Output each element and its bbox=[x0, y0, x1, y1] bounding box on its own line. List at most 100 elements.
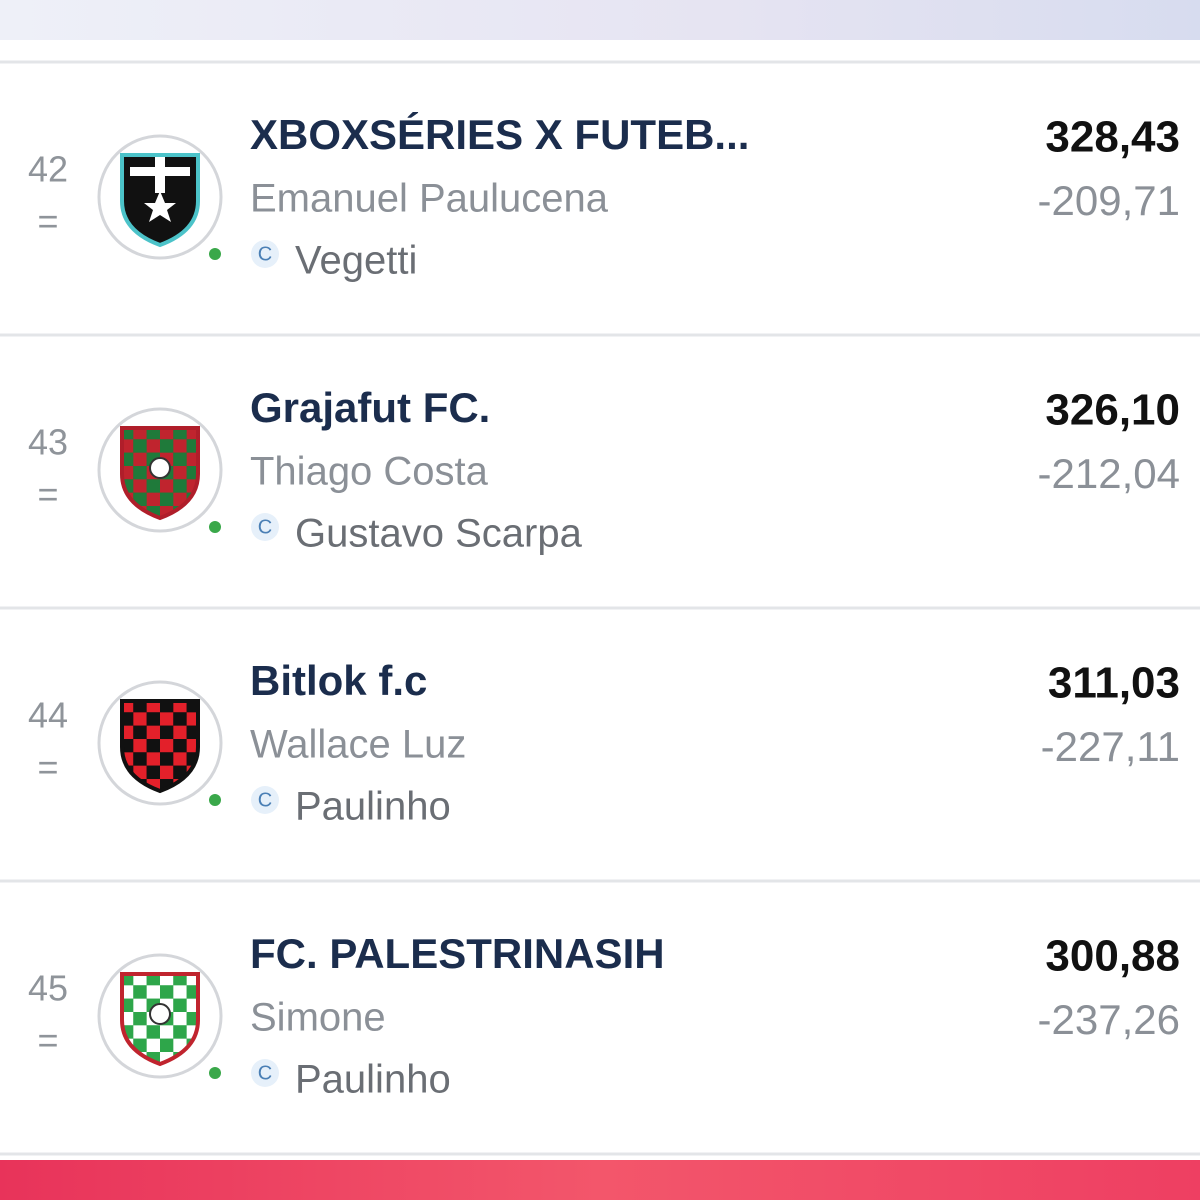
rank-change: = bbox=[37, 474, 58, 515]
team-name: Bitlok f.c bbox=[250, 657, 427, 704]
rank: 42 bbox=[28, 149, 68, 190]
crest-check bbox=[146, 428, 160, 440]
crest-star bbox=[144, 191, 176, 222]
team-name: FC. PALESTRINASIH bbox=[250, 930, 665, 977]
crest-check bbox=[173, 998, 187, 1012]
crest-check bbox=[133, 974, 147, 986]
captain-name: Vegetti bbox=[295, 239, 417, 283]
crest-check bbox=[186, 479, 198, 493]
crest-check bbox=[146, 765, 160, 779]
crest-check bbox=[133, 725, 147, 739]
crest-check bbox=[173, 1012, 187, 1026]
crest-check bbox=[186, 466, 198, 480]
crest-check bbox=[133, 985, 147, 999]
points: 311,03 bbox=[1048, 659, 1180, 708]
crest-cross-h bbox=[130, 167, 190, 176]
owner-name: Emanuel Paulucena bbox=[250, 177, 609, 221]
rank-change: = bbox=[37, 201, 58, 242]
owner-name: Wallace Luz bbox=[250, 723, 466, 767]
crest-check bbox=[122, 452, 134, 466]
crest-check bbox=[146, 725, 160, 739]
team-name: Grajafut FC. bbox=[250, 384, 490, 431]
crest-check bbox=[133, 739, 147, 753]
crest-check bbox=[186, 752, 198, 766]
captain-badge-bg bbox=[251, 1059, 279, 1087]
crest-check bbox=[146, 974, 160, 986]
crest-check bbox=[173, 739, 187, 753]
ranking-list: 42 = XBOXSÉRIES X FUTEB... Emanuel Paulucen… bbox=[0, 60, 1200, 1156]
crest-check bbox=[146, 439, 160, 453]
crest-check bbox=[146, 985, 160, 999]
crest-check bbox=[173, 1025, 187, 1039]
crest-check bbox=[146, 1025, 160, 1039]
crest-outline bbox=[120, 699, 200, 794]
crest-check bbox=[186, 428, 198, 440]
crest-check bbox=[133, 712, 147, 726]
crest-check bbox=[186, 1025, 198, 1039]
crest-check bbox=[160, 725, 174, 739]
crest-check bbox=[133, 466, 147, 480]
points: 326,10 bbox=[1045, 386, 1180, 435]
crest-check bbox=[160, 439, 174, 453]
crest-check bbox=[173, 452, 187, 466]
crest-check bbox=[133, 701, 147, 713]
crest-check bbox=[122, 439, 134, 453]
crest-ball bbox=[149, 457, 171, 479]
crest-check bbox=[122, 739, 134, 753]
captain-name: Paulinho bbox=[295, 785, 451, 829]
crest-check bbox=[160, 1038, 174, 1052]
crest-check bbox=[186, 452, 198, 466]
captain-badge: C bbox=[258, 1062, 272, 1084]
difference: -237,26 bbox=[1038, 996, 1180, 1043]
crest-outline bbox=[120, 972, 200, 1067]
crest-check bbox=[133, 439, 147, 453]
crest-check bbox=[122, 1012, 134, 1026]
crest-ball bbox=[149, 1003, 171, 1025]
crest-check bbox=[173, 985, 187, 999]
online-dot bbox=[209, 521, 221, 533]
crest-check bbox=[160, 428, 174, 440]
captain-badge: C bbox=[258, 243, 272, 265]
crest-check bbox=[146, 479, 160, 493]
crest-check bbox=[133, 428, 147, 440]
crest-check bbox=[146, 752, 160, 766]
crest-check bbox=[133, 479, 147, 493]
crest-check bbox=[122, 752, 134, 766]
crest-check bbox=[122, 428, 134, 440]
crest-check bbox=[173, 428, 187, 440]
crest-check bbox=[133, 752, 147, 766]
owner-name: Thiago Costa bbox=[250, 450, 489, 494]
crest-check bbox=[160, 1025, 174, 1039]
crest-check bbox=[186, 974, 198, 986]
captain-badge-bg bbox=[251, 513, 279, 541]
points: 300,88 bbox=[1045, 932, 1180, 981]
crest-check bbox=[160, 974, 174, 986]
captain-badge-bg bbox=[251, 240, 279, 268]
crest-check bbox=[146, 1038, 160, 1052]
crest-check bbox=[122, 479, 134, 493]
crest-check bbox=[173, 439, 187, 453]
crest-check bbox=[122, 466, 134, 480]
captain-badge-bg bbox=[251, 786, 279, 814]
crest-check bbox=[122, 725, 134, 739]
crest-check bbox=[146, 492, 160, 506]
row: 43 = Grajafut FC. Thiago Costa C Gustavo Scar… bbox=[0, 384, 1200, 610]
crest-check bbox=[133, 452, 147, 466]
crest-check bbox=[186, 439, 198, 453]
crest-check bbox=[186, 739, 198, 753]
difference: -212,04 bbox=[1038, 450, 1180, 497]
row: 45 = FC. PALESTRINASIH Simone C Paulinho 300,8… bbox=[0, 930, 1200, 1156]
rank: 43 bbox=[28, 422, 68, 463]
crest-check bbox=[173, 974, 187, 986]
crest-check bbox=[122, 998, 134, 1012]
captain-name: Paulinho bbox=[295, 1058, 451, 1102]
crest-check bbox=[122, 712, 134, 726]
crest-check bbox=[186, 725, 198, 739]
crest-check bbox=[186, 712, 198, 726]
crest-check bbox=[173, 725, 187, 739]
row: 44 = Bitlok f.c Wallace Luz C Paulinho 311,03 -… bbox=[0, 657, 1200, 883]
crest-check bbox=[160, 739, 174, 753]
bottom-bar bbox=[0, 1160, 1200, 1200]
crest-check bbox=[173, 712, 187, 726]
crest-check bbox=[146, 701, 160, 713]
